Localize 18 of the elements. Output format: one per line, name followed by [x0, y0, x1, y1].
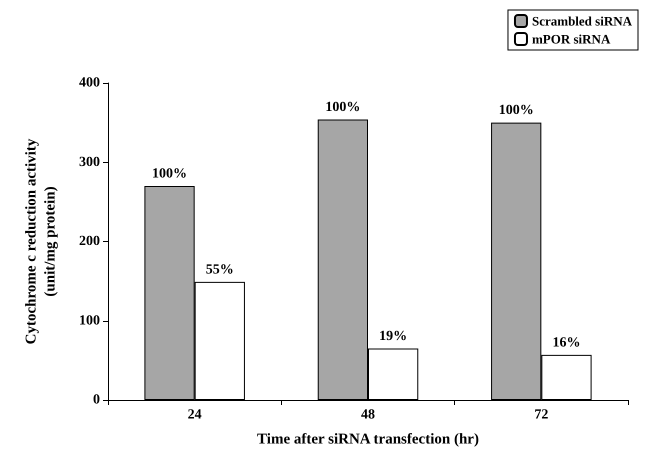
y-tick-label: 300	[79, 154, 100, 170]
annotation: 100%	[152, 166, 188, 182]
y-tick-label: 0	[93, 392, 100, 408]
legend-label: mPOR siRNA	[532, 32, 611, 46]
x-tick-label: 48	[361, 408, 375, 422]
annotation: 100%	[325, 100, 360, 115]
annotation: 19%	[379, 328, 408, 344]
annotation: 100%	[498, 103, 534, 118]
y-axis-title: Cytochrome c reduction activity (unit/mg protein)	[24, 138, 58, 344]
x-tick-label: 72	[534, 408, 548, 422]
x-tick-label: 24	[188, 408, 202, 422]
y-tick-label: 200	[79, 234, 100, 249]
x-axis-title: Time after siRNA transfection (hr)	[257, 432, 479, 448]
y-tick-label: 400	[79, 76, 100, 90]
annotation: 16%	[552, 335, 580, 350]
y-tick-label: 100	[79, 313, 100, 328]
annotation: 55%	[206, 262, 234, 278]
legend-label: Scrambled siRNA	[532, 14, 633, 28]
